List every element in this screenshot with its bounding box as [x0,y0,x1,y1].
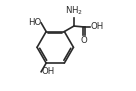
Text: OH: OH [90,22,104,31]
Text: HO: HO [28,18,41,27]
Text: OH: OH [41,67,55,76]
Text: O: O [81,36,87,45]
Text: NH$_2$: NH$_2$ [65,5,83,17]
